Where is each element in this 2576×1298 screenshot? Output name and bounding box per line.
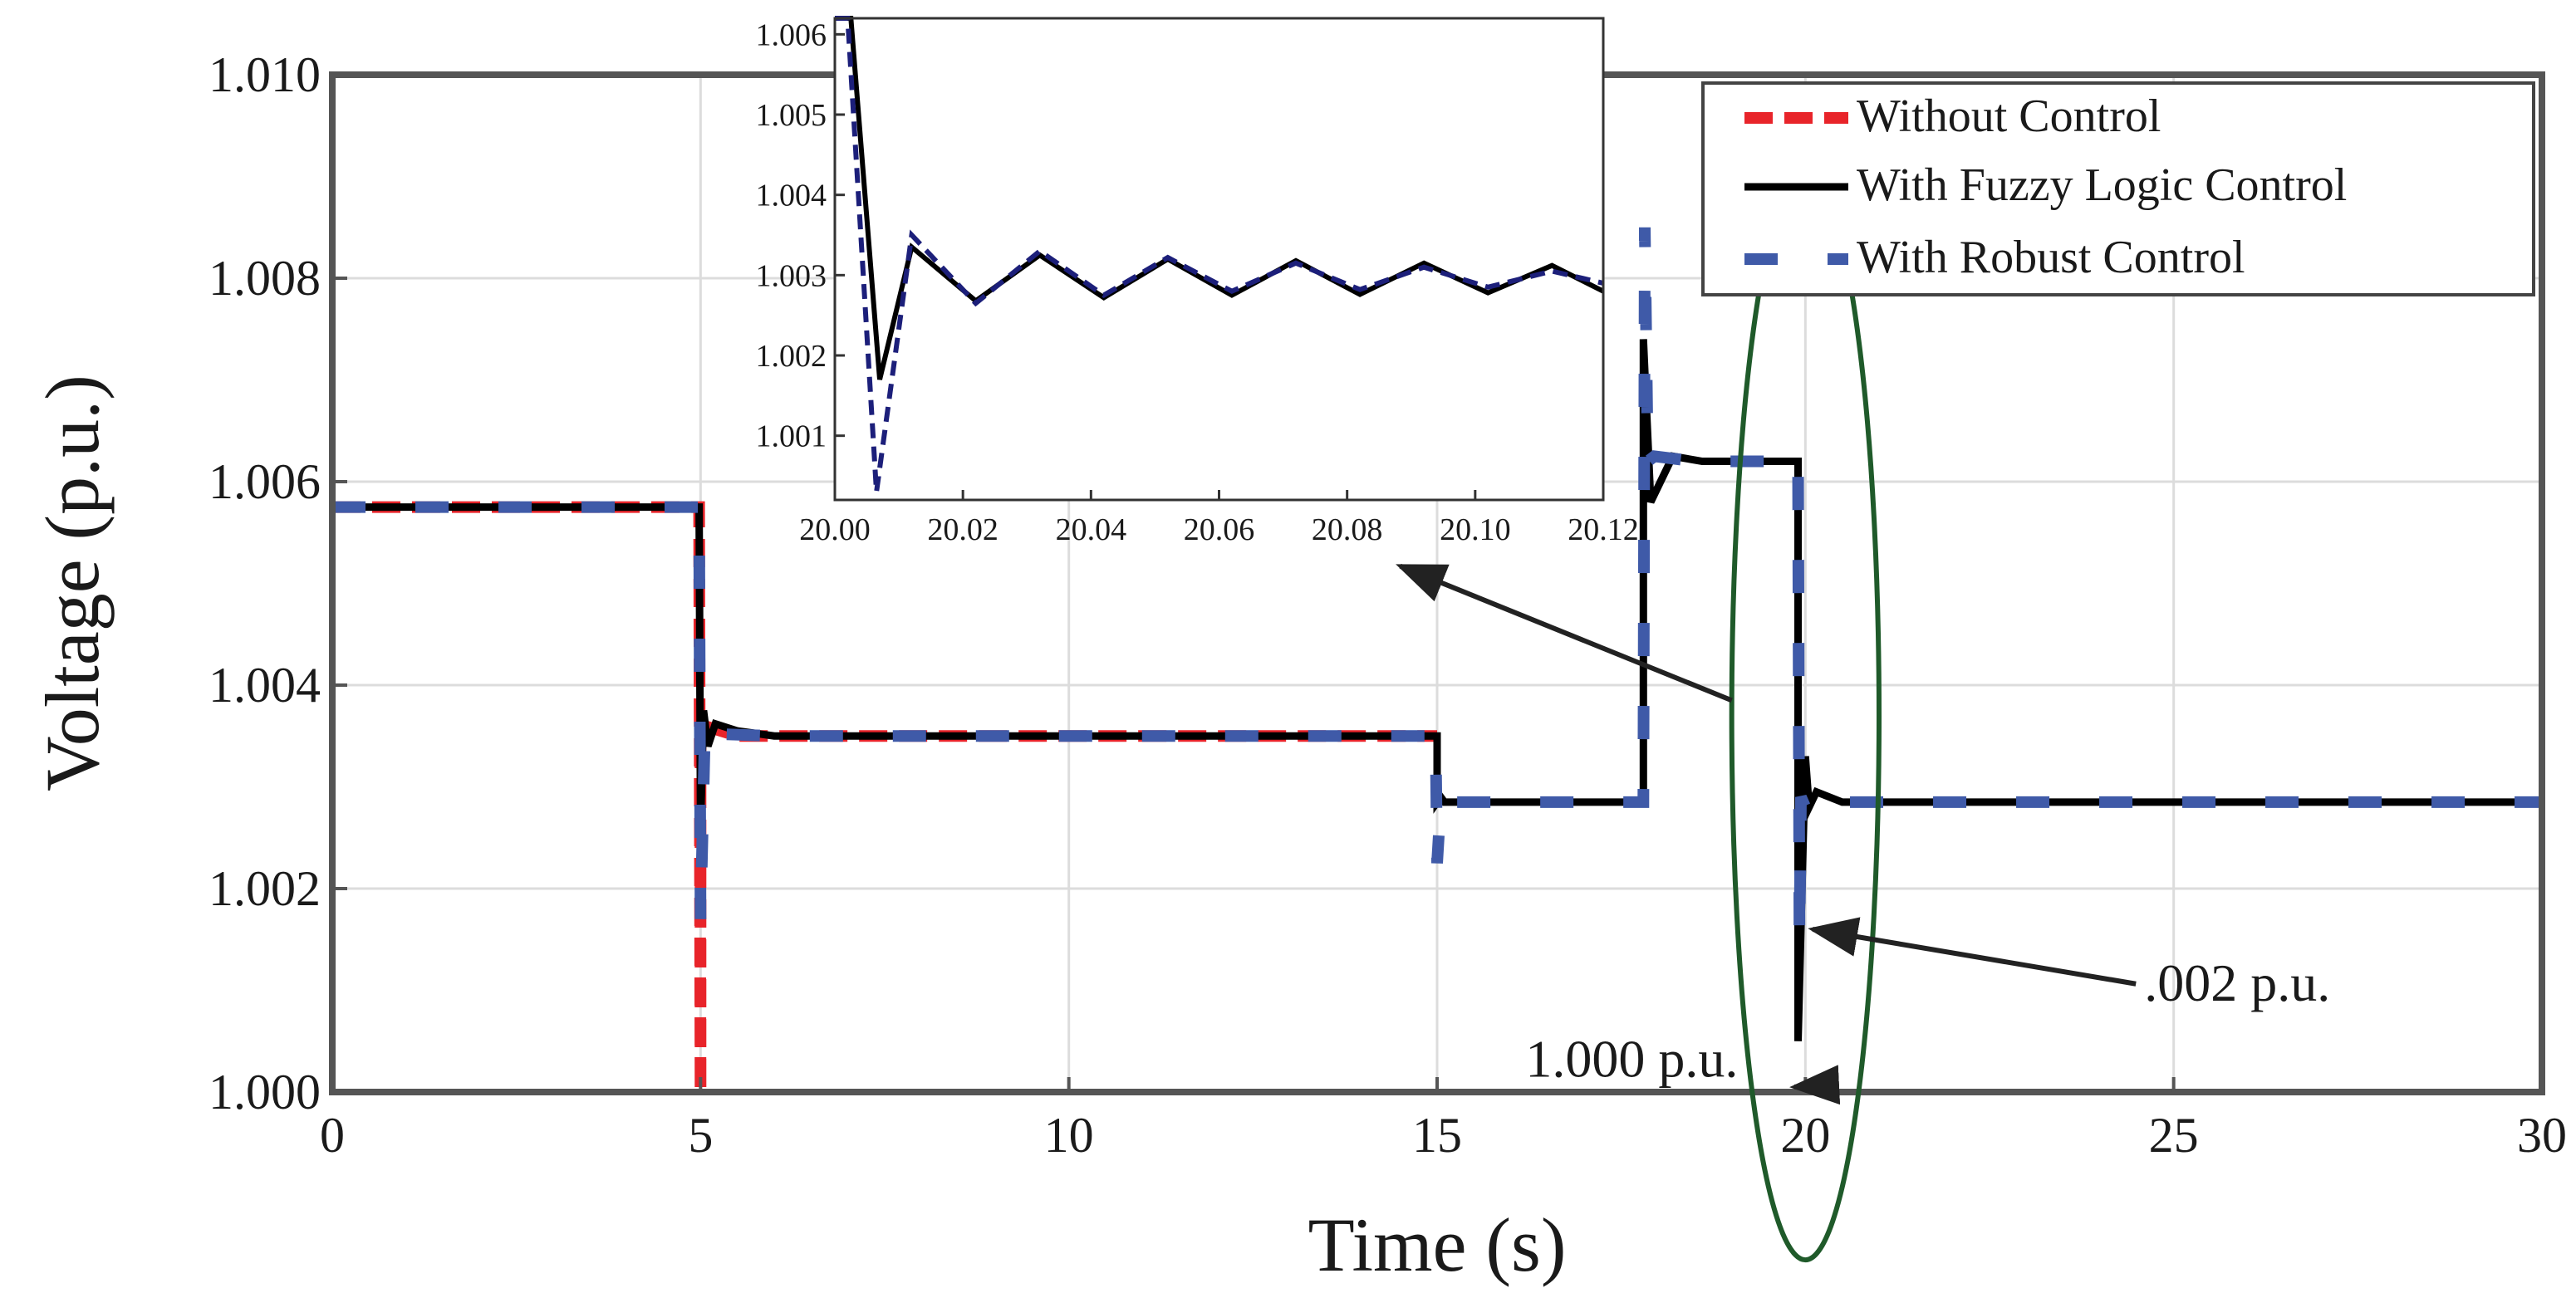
inset-x-tick-label: 20.10 — [1440, 512, 1511, 547]
inset-x-tick-label: 20.02 — [927, 512, 999, 547]
annotation-arrow-1000 — [1789, 1065, 1841, 1105]
inset-y-ticks: 1.001 1.002 1.003 1.004 1.005 1.006 — [756, 17, 845, 454]
inset-series-point-robust — [1295, 262, 1296, 263]
zoom-arrow — [1396, 563, 1733, 703]
y-tick-label: 1.008 — [209, 251, 321, 306]
main-series-group — [332, 227, 2542, 1093]
inset-background — [835, 18, 1603, 500]
series-point-robust — [773, 736, 774, 737]
series-point-robust — [714, 733, 715, 734]
y-tick-label: 1.000 — [209, 1065, 321, 1119]
series-point-robust — [704, 725, 705, 726]
inset-series-point-fuzzy — [1424, 262, 1425, 263]
inset-series-point-fuzzy — [1039, 255, 1040, 256]
inset-x-tick-label: 20.06 — [1184, 512, 1255, 547]
inset-series-point-robust — [1359, 289, 1360, 290]
inset-series-point-fuzzy — [1231, 295, 1232, 296]
inset-y-tick-label: 1.002 — [756, 339, 827, 374]
inset-series-point-robust — [1039, 251, 1040, 252]
series-point-robust — [1799, 939, 1800, 940]
series-line-robust — [332, 227, 2542, 940]
legend-label-robust-control: With Robust Control — [1857, 232, 2245, 283]
inset-series-point-fuzzy — [1552, 265, 1553, 266]
legend-label-fuzzy-logic-control: With Fuzzy Logic Control — [1857, 159, 2347, 211]
y-tick-label: 1.002 — [209, 861, 321, 916]
inset-y-tick-label: 1.003 — [756, 258, 827, 293]
series-point-fuzzy — [703, 710, 704, 711]
annotation-002-pu: .002 p.u. — [2144, 953, 2330, 1012]
inset-series-point-robust — [911, 234, 912, 235]
y-tick-label: 1.004 — [209, 658, 321, 713]
series-point-robust — [700, 918, 701, 919]
x-tick-label: 15 — [1412, 1108, 1462, 1163]
series-point-fuzzy — [1702, 461, 1703, 462]
x-tick-label: 25 — [2149, 1108, 2199, 1163]
inset-series-point-fuzzy — [879, 379, 880, 380]
inset-x-tick-label: 20.00 — [799, 512, 871, 547]
inset-y-tick-label: 1.006 — [756, 17, 827, 52]
inset-series-point-fuzzy — [1488, 292, 1489, 293]
inset-x-tick-label: 20.04 — [1056, 512, 1127, 547]
y-tick-label: 1.006 — [209, 454, 321, 509]
series-point-robust — [1435, 736, 1436, 737]
series-point-fuzzy — [708, 746, 709, 747]
inset-x-tick-label: 20.08 — [1312, 512, 1383, 547]
main-y-ticks: 1.000 1.002 1.004 1.006 1.008 1.010 — [209, 47, 347, 1119]
series-point-fuzzy — [714, 723, 715, 724]
series-point-robust — [1444, 801, 1445, 802]
series-point-robust — [1643, 801, 1644, 802]
y-tick-label: 1.010 — [209, 47, 321, 102]
series-point-robust — [1436, 863, 1437, 864]
inset-y-tick-label: 1.001 — [756, 419, 827, 454]
main-x-ticks: 0 5 10 15 20 25 30 — [320, 1077, 2567, 1163]
inset-y-tick-label: 1.004 — [756, 179, 827, 213]
inset-series-group — [835, 16, 1605, 492]
legend: Without Control With Fuzzy Logic Control… — [1701, 81, 2535, 296]
series-point-robust — [1440, 801, 1441, 802]
annotation-arrow-002 — [1808, 917, 2137, 987]
x-axis-title: Time (s) — [1308, 1202, 1567, 1287]
series-point-robust — [1800, 796, 1801, 797]
series-point-fuzzy — [1808, 806, 1809, 807]
series-point-fuzzy — [1643, 339, 1644, 340]
inset-series-point-robust — [1103, 295, 1104, 296]
series-point-fuzzy — [1816, 791, 1817, 792]
series-point-robust — [1647, 461, 1648, 462]
annotation-1000-pu: 1.000 p.u. — [1525, 1030, 1738, 1089]
inset-series-point-robust — [975, 303, 976, 304]
inset-series-point-fuzzy — [1359, 294, 1360, 295]
inset-y-tick-label: 1.005 — [756, 98, 827, 133]
inset-series-line-robust — [835, 16, 1604, 492]
series-point-fuzzy — [1436, 736, 1437, 737]
x-tick-label: 10 — [1044, 1108, 1094, 1163]
x-tick-label: 30 — [2517, 1108, 2567, 1163]
y-axis-title: Voltage (p.u.) — [30, 375, 115, 791]
x-tick-label: 20 — [1780, 1108, 1830, 1163]
x-tick-label: 5 — [688, 1108, 713, 1163]
series-point-fuzzy — [1805, 756, 1806, 757]
inset-x-tick-label: 20.12 — [1568, 512, 1639, 547]
x-tick-label: 0 — [320, 1108, 345, 1163]
series-point-robust — [1644, 227, 1645, 228]
legend-label-without-control: Without Control — [1857, 91, 2161, 142]
inset-series-point-robust — [1552, 271, 1553, 272]
inset-x-ticks: 20.00 20.02 20.04 20.06 20.08 20.10 20.12 — [799, 490, 1639, 547]
series-point-robust — [1654, 456, 1655, 457]
series-point-robust — [1805, 806, 1806, 807]
